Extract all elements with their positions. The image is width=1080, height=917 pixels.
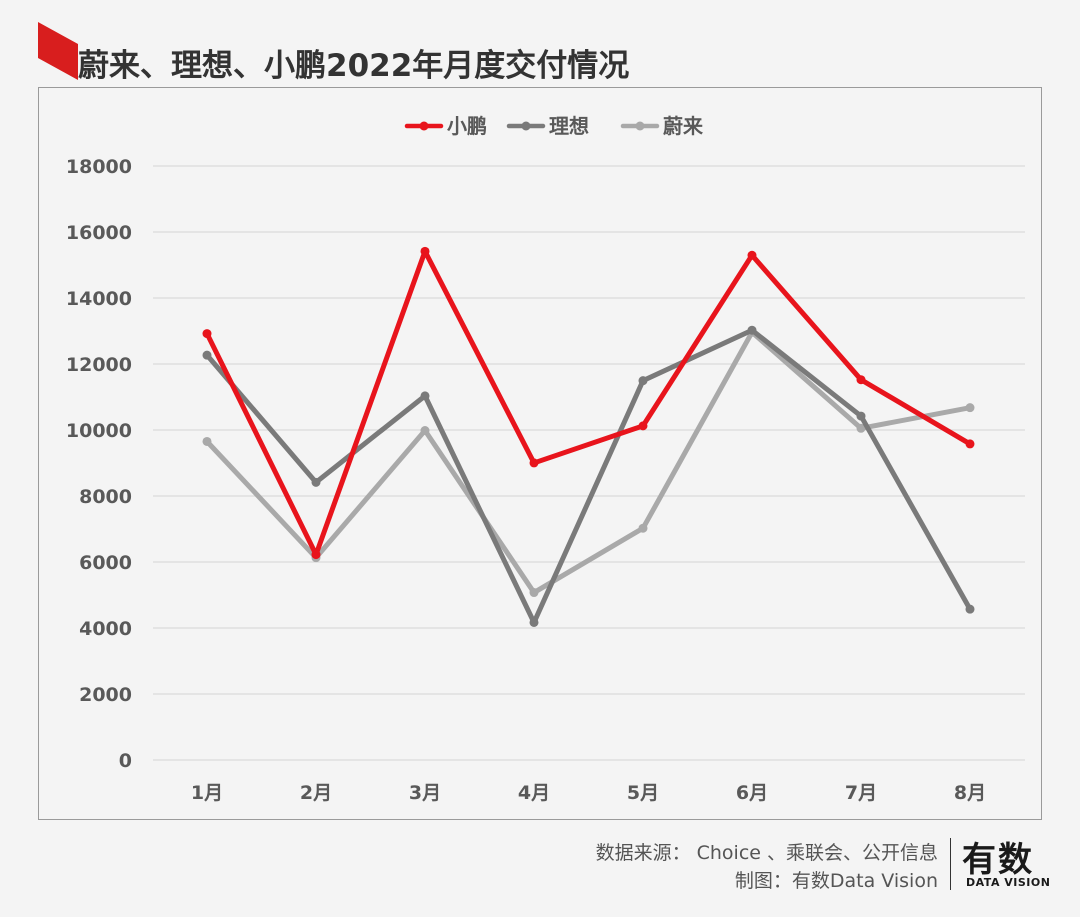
legend-swatch-marker [419,121,429,131]
y-tick-label: 10000 [66,420,132,442]
made-by-text: 制图：有数Data Vision [734,870,938,892]
legend-label: 理想 [549,114,589,138]
data-point [638,376,648,386]
series-line [204,248,973,558]
data-point [202,350,212,360]
y-tick-label: 2000 [79,684,132,706]
title-flag-icon [38,22,78,80]
data-point [856,375,866,385]
data-point [965,439,975,449]
y-tick-label: 18000 [66,156,132,178]
x-tick-label: 3月 [409,782,441,804]
x-tick-label: 6月 [736,782,768,804]
legend-swatch-marker [521,121,531,131]
data-point [638,523,648,533]
data-source-text: 数据来源： Choice 、乘联会、公开信息 [595,842,938,864]
series-line [204,327,973,625]
y-tick-label: 16000 [66,222,132,244]
y-tick-label: 12000 [66,354,132,376]
data-point [747,250,757,260]
data-point [856,411,866,421]
legend-label: 蔚来 [663,114,704,138]
footer-divider [950,838,951,890]
x-tick-label: 5月 [627,782,659,804]
line-chart: 0 2000 4000 6000 8000 10000 12000 14000 16000 180… [66,114,1025,804]
data-point [529,458,539,468]
chart-frame: 0 2000 4000 6000 8000 10000 12000 14000 16000 180… [38,87,1042,820]
legend-swatch-marker [635,121,645,131]
x-tick-label: 8月 [954,782,986,804]
data-point [747,325,757,335]
data-point [202,436,212,446]
data-point [638,421,648,431]
data-point [529,617,539,627]
data-point [420,425,430,435]
brand-logo: 有数 [962,840,1034,880]
legend-label: 小鹏 [447,114,487,138]
x-tick-label: 7月 [845,782,877,804]
x-tick-label: 4月 [518,782,550,804]
y-tick-label: 8000 [79,486,132,508]
y-tick-label: 14000 [66,288,132,310]
y-tick-label: 4000 [79,618,132,640]
y-tick-label: 0 [119,750,132,772]
data-point [202,329,212,339]
data-point [529,588,539,598]
y-tick-label: 6000 [79,552,132,574]
series-line [204,329,973,596]
x-tick-label: 1月 [191,782,223,804]
data-point [420,246,430,256]
brand-logo-subtitle: DATA VISION [966,876,1051,889]
data-point [856,423,866,433]
data-point [420,391,430,401]
x-tick-label: 2月 [300,782,332,804]
data-point [965,604,975,614]
data-point [965,403,975,413]
page-title: 蔚来、理想、小鹏2022年月度交付情况 [78,48,630,84]
data-point [311,477,321,487]
data-point [311,550,321,560]
